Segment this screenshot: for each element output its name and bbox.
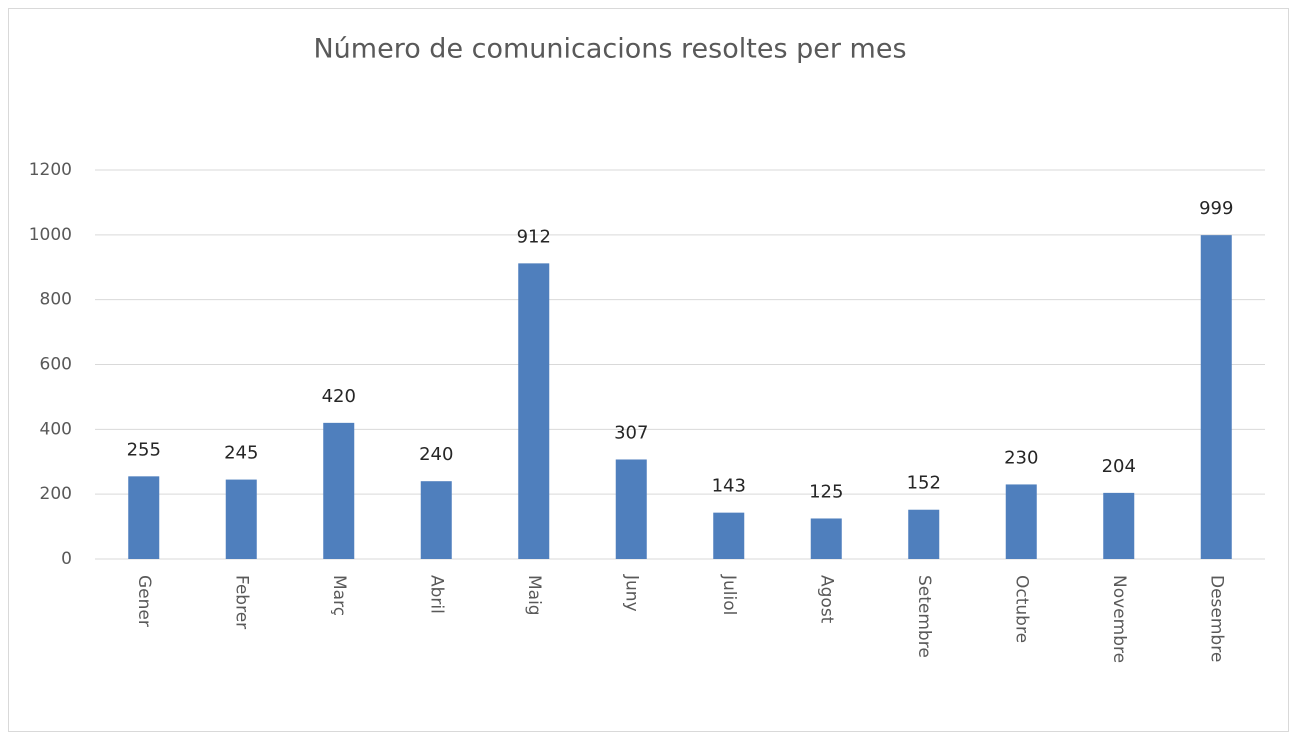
data-label: 420 <box>322 386 356 407</box>
chart-title: Número de comunicacions resoltes per mes <box>313 34 906 65</box>
data-label: 999 <box>1199 198 1233 219</box>
bar <box>908 509 940 559</box>
y-tick-label: 1200 <box>29 160 72 180</box>
y-tick-label: 800 <box>40 290 72 310</box>
x-tick-label: Juliol <box>719 574 739 615</box>
bar <box>1005 484 1037 559</box>
bar <box>420 481 452 559</box>
x-tick-label: Gener <box>134 575 154 627</box>
data-label: 230 <box>1004 447 1038 468</box>
bar <box>713 512 745 559</box>
x-tick-label: Abril <box>426 575 446 614</box>
x-tick-label: Novembre <box>1109 575 1129 663</box>
x-tick-label: Març <box>329 575 349 616</box>
x-tick-label: Agost <box>816 575 836 624</box>
y-tick-label: 200 <box>40 484 72 504</box>
x-tick-label: Octubre <box>1011 575 1031 643</box>
bar <box>518 263 550 559</box>
data-label: 152 <box>907 473 941 494</box>
data-label: 245 <box>224 443 258 464</box>
x-tick-label: Febrer <box>231 575 251 629</box>
data-label: 255 <box>127 439 161 460</box>
y-tick-label: 1000 <box>29 225 72 245</box>
bar <box>128 476 160 559</box>
data-label: 125 <box>809 481 843 502</box>
data-label: 307 <box>614 422 648 443</box>
bar <box>225 479 257 559</box>
y-tick-label: 0 <box>61 549 72 569</box>
bar <box>1200 235 1232 559</box>
y-tick-label: 600 <box>40 355 72 375</box>
x-tick-label: Maig <box>524 575 544 616</box>
bar <box>1103 492 1135 559</box>
data-label: 912 <box>517 226 551 247</box>
bar <box>323 422 355 559</box>
bar <box>810 518 842 559</box>
bar <box>615 459 647 559</box>
chart-border <box>8 8 1289 732</box>
x-tick-label: Setembre <box>914 575 934 658</box>
data-label: 240 <box>419 444 453 465</box>
x-tick-label: Juny <box>621 574 641 612</box>
data-label: 143 <box>712 476 746 497</box>
x-tick-label: Desembre <box>1206 575 1226 662</box>
data-label: 204 <box>1102 456 1136 477</box>
y-tick-label: 400 <box>40 419 72 439</box>
